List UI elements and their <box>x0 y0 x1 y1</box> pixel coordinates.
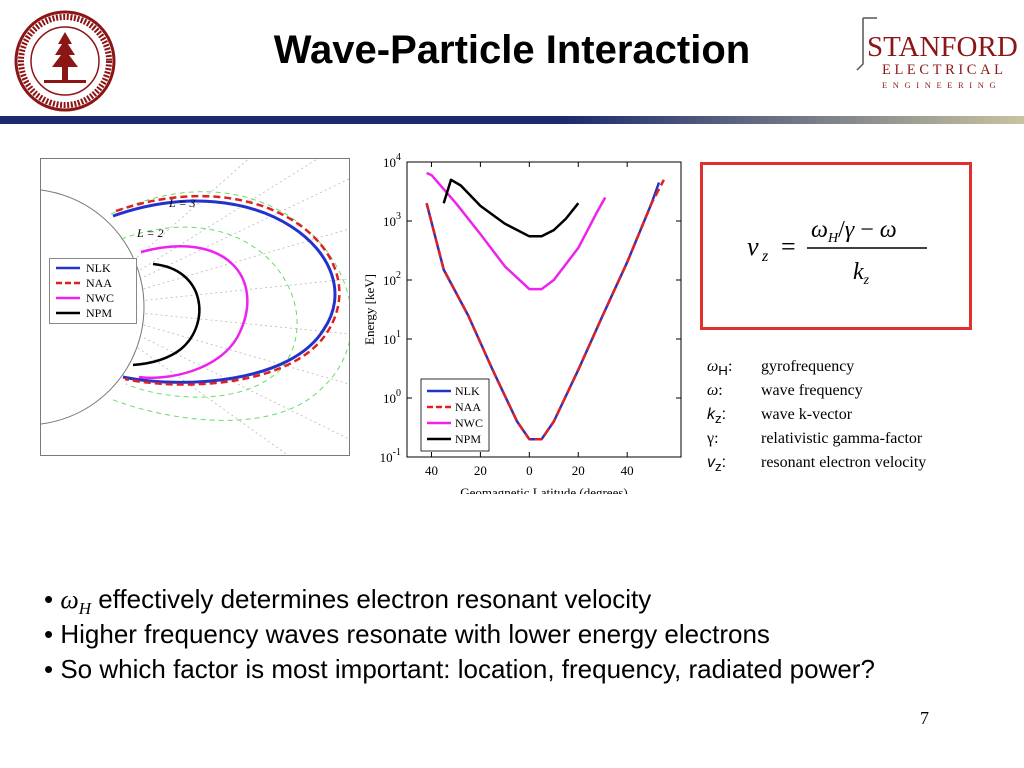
energy-latitude-chart: 10-1 100 101 102 103 104 40 20 0 20 40 Geomagnetic … <box>352 148 686 494</box>
l3-label: L = 3 <box>168 196 196 210</box>
symbol-description: gyrofrequency <box>761 358 854 375</box>
naa-ray-path <box>116 196 339 384</box>
resonance-formula: v z = ωH/γ − ω kz <box>703 165 969 327</box>
orbit-legend-label: NWC <box>86 291 114 305</box>
bullet-item: • ωH effectively determines electron res… <box>44 582 1014 617</box>
symbol-description: resonant electron velocity <box>761 454 926 471</box>
logo-engineering-text: ENGINEERING <box>882 80 1001 90</box>
symbol-glyph: v <box>707 454 715 471</box>
y-axis-label: Energy [keV] <box>362 274 377 345</box>
stanford-seal-logo <box>14 10 116 112</box>
orbit-legend-label: NPM <box>86 306 112 320</box>
bullet-omega-symbol: ω <box>60 585 78 614</box>
y-tick-label: 103 <box>383 211 401 229</box>
header-band <box>0 116 1024 124</box>
y-tick-label: 100 <box>383 388 401 406</box>
symbol-row: γ: relativistic gamma-factor <box>707 427 1007 451</box>
formula-lhs: v <box>747 232 759 261</box>
orbit-legend: NLK NAA NWC NPM <box>49 258 137 324</box>
svg-text:=: = <box>781 232 796 261</box>
legend-label: NLK <box>455 384 480 398</box>
bullet-text: Higher frequency waves resonate with low… <box>60 619 770 649</box>
field-line-figure: L = 3 L = 2 NLK NAA NWC NPM <box>40 158 350 456</box>
x-axis-label: Geomagnetic Latitude (degrees) <box>460 485 627 494</box>
bullet-text: So which factor is most important: locat… <box>60 654 875 684</box>
l2-label: L = 2 <box>136 226 164 240</box>
formula-lhs-sub: z <box>761 248 769 265</box>
svg-text:ωH/γ − ω: ωH/γ − ω <box>811 217 897 246</box>
logo-stanford-text: STANFORD <box>867 31 1018 63</box>
orbit-legend-label: NLK <box>86 261 111 275</box>
stanford-ee-logo: STANFORD ELECTRICAL ENGINEERING <box>855 16 1020 98</box>
symbol-glyph: ω <box>707 382 718 399</box>
x-tick-label: 40 <box>425 463 438 478</box>
symbol-description: wave k-vector <box>761 406 852 423</box>
symbol-glyph: k <box>707 406 715 423</box>
bullet-item: • Higher frequency waves resonate with l… <box>44 617 1014 652</box>
x-tick-label: 20 <box>572 463 585 478</box>
bullet-item: • So which factor is most important: loc… <box>44 652 1014 687</box>
symbol-glyph: γ <box>707 430 714 447</box>
resonance-formula-box: v z = ωH/γ − ω kz <box>700 162 972 330</box>
y-tick-label: 102 <box>383 270 401 288</box>
bullet-text: effectively determines electron resonant… <box>91 584 651 614</box>
x-tick-label: 0 <box>526 463 533 478</box>
x-tick-label: 40 <box>621 463 634 478</box>
page-number: 7 <box>920 708 929 729</box>
symbol-row: kz: wave k-vector <box>707 403 1007 427</box>
symbol-row: ω: wave frequency <box>707 379 1007 403</box>
bullet-list: • ωH effectively determines electron res… <box>44 582 1014 687</box>
x-tick-label: 20 <box>474 463 487 478</box>
symbol-description: wave frequency <box>761 382 863 399</box>
y-tick-label: 104 <box>383 152 401 170</box>
legend-label: NAA <box>455 400 481 414</box>
nwc-ray-path <box>139 246 247 378</box>
symbol-row: vz: resonant electron velocity <box>707 451 1007 475</box>
symbol-row: ωH: gyrofrequency <box>707 355 1007 379</box>
legend-label: NWC <box>455 416 483 430</box>
svg-text:kz: kz <box>853 259 870 288</box>
symbol-glyph: ω <box>707 358 718 375</box>
y-tick-label: 10-1 <box>380 447 401 465</box>
legend-label: NPM <box>455 432 481 446</box>
symbol-definitions: ωH: gyrofrequency ω: wave frequency kz: … <box>707 355 1007 475</box>
y-tick-label: 101 <box>383 329 401 347</box>
orbit-legend-label: NAA <box>86 276 112 290</box>
symbol-description: relativistic gamma-factor <box>761 430 922 447</box>
logo-electrical-text: ELECTRICAL <box>882 62 1007 78</box>
